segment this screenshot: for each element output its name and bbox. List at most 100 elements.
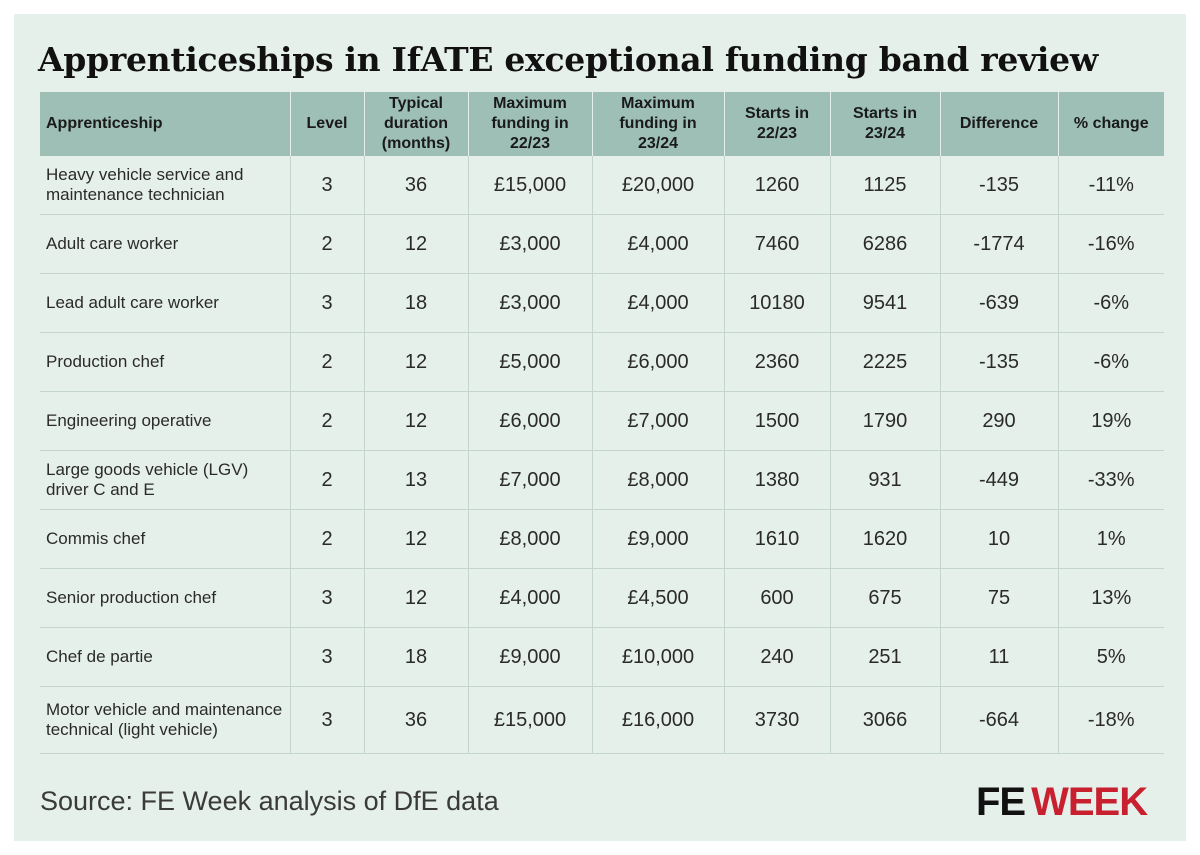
table-cell: -6% (1057, 332, 1164, 392)
column-header: Typical duration (months) (363, 92, 468, 156)
table-cell: 1790 (829, 391, 940, 451)
table-row: Heavy vehicle service and maintenance te… (40, 156, 1164, 215)
column-header: Maximum funding in 22/23 (467, 92, 592, 156)
table-cell: -639 (939, 273, 1058, 333)
table-cell: 2 (289, 214, 364, 274)
table-cell: 3 (289, 686, 364, 754)
column-header: Level (289, 92, 364, 156)
table-cell: 1260 (723, 156, 830, 215)
table-cell: 675 (829, 568, 940, 628)
table-cell: 251 (829, 627, 940, 687)
table-cell: 12 (363, 568, 468, 628)
column-header: Starts in 22/23 (723, 92, 830, 156)
table-cell: 75 (939, 568, 1058, 628)
table-cell: -6% (1057, 273, 1164, 333)
table-cell: 13% (1057, 568, 1164, 628)
table-cell: -33% (1057, 450, 1164, 510)
table-cell: 1% (1057, 509, 1164, 569)
table-cell: 3 (289, 568, 364, 628)
apprenticeship-name-cell: Senior production chef (40, 568, 290, 628)
logo-week-text: WEEK (1031, 780, 1148, 824)
table-cell: 36 (363, 156, 468, 215)
table-cell: £8,000 (591, 450, 724, 510)
table-cell: £4,500 (591, 568, 724, 628)
table-cell: 240 (723, 627, 830, 687)
table-cell: £7,000 (467, 450, 592, 510)
table-cell: 10180 (723, 273, 830, 333)
table-cell: 3 (289, 627, 364, 687)
table-cell: £3,000 (467, 273, 592, 333)
table-cell: 19% (1057, 391, 1164, 451)
table-header-row: Apprenticeship Level Typical duration (mon… (40, 92, 1164, 156)
table-cell: -135 (939, 156, 1058, 215)
apprenticeship-name-cell: Chef de partie (40, 627, 290, 687)
table-cell: 1500 (723, 391, 830, 451)
table-cell: 3 (289, 273, 364, 333)
table-cell: -11% (1057, 156, 1164, 215)
column-header: % change (1057, 92, 1164, 156)
apprenticeship-name-cell: Engineering operative (40, 391, 290, 451)
infographic-card: Apprenticeships in IfATE exceptional fun… (14, 14, 1186, 841)
table-row: Production chef 2 12 £5,000 £6,000 2360 2225 -1… (40, 332, 1164, 392)
table-row: Senior production chef 3 12 £4,000 £4,500 600… (40, 568, 1164, 628)
table-cell: 1380 (723, 450, 830, 510)
table-row: Lead adult care worker 3 18 £3,000 £4,000 101… (40, 273, 1164, 333)
table-cell: 3 (289, 156, 364, 215)
apprenticeship-name-cell: Motor vehicle and maintenance technical … (40, 686, 290, 754)
table-row: Engineering operative 2 12 £6,000 £7,000 1500… (40, 391, 1164, 451)
table-cell: 290 (939, 391, 1058, 451)
table-cell: 18 (363, 627, 468, 687)
table-cell: 7460 (723, 214, 830, 274)
logo-fe-text: FE (976, 780, 1026, 824)
table-cell: 2 (289, 509, 364, 569)
apprenticeship-name-cell: Commis chef (40, 509, 290, 569)
table-cell: 10 (939, 509, 1058, 569)
apprenticeship-name-cell: Heavy vehicle service and maintenance te… (40, 156, 290, 215)
funding-table: Apprenticeship Level Typical duration (mon… (40, 92, 1164, 754)
table-row: Adult care worker 2 12 £3,000 £4,000 7460 6286… (40, 214, 1164, 274)
table-cell: 2225 (829, 332, 940, 392)
table-row: Chef de partie 3 18 £9,000 £10,000 240 251 11 5% (40, 627, 1164, 687)
table-cell: 9541 (829, 273, 940, 333)
source-note: Source: FE Week analysis of DfE data (40, 786, 499, 816)
table-cell: -449 (939, 450, 1058, 510)
table-cell: 1620 (829, 509, 940, 569)
column-header: Difference (939, 92, 1058, 156)
table-cell: £6,000 (591, 332, 724, 392)
apprenticeship-name-cell: Production chef (40, 332, 290, 392)
chart-title: Apprenticeships in IfATE exceptional fun… (38, 40, 1098, 79)
table-cell: 6286 (829, 214, 940, 274)
table-cell: £15,000 (467, 686, 592, 754)
table-cell: 2 (289, 391, 364, 451)
table-cell: £16,000 (591, 686, 724, 754)
table-cell: 3730 (723, 686, 830, 754)
table-cell: 1125 (829, 156, 940, 215)
table-cell: 2 (289, 450, 364, 510)
table-cell: 12 (363, 509, 468, 569)
table-cell: -664 (939, 686, 1058, 754)
table-cell: £6,000 (467, 391, 592, 451)
column-header: Apprenticeship (40, 92, 290, 156)
table-cell: 36 (363, 686, 468, 754)
column-header: Maximum funding in 23/24 (591, 92, 724, 156)
table-cell: 3066 (829, 686, 940, 754)
apprenticeship-name-cell: Lead adult care worker (40, 273, 290, 333)
table-row: Motor vehicle and maintenance technical … (40, 686, 1164, 754)
apprenticeship-name-cell: Adult care worker (40, 214, 290, 274)
table-cell: £5,000 (467, 332, 592, 392)
column-header: Starts in 23/24 (829, 92, 940, 156)
table-cell: £4,000 (591, 273, 724, 333)
table-body: Heavy vehicle service and maintenance te… (40, 156, 1164, 754)
table-cell: 931 (829, 450, 940, 510)
table-cell: £3,000 (467, 214, 592, 274)
table-cell: £4,000 (467, 568, 592, 628)
table-cell: 2360 (723, 332, 830, 392)
table-cell: £8,000 (467, 509, 592, 569)
table-cell: 13 (363, 450, 468, 510)
table-cell: -1774 (939, 214, 1058, 274)
table-cell: -18% (1057, 686, 1164, 754)
table-cell: 11 (939, 627, 1058, 687)
table-cell: -16% (1057, 214, 1164, 274)
table-cell: 2 (289, 332, 364, 392)
table-cell: 18 (363, 273, 468, 333)
